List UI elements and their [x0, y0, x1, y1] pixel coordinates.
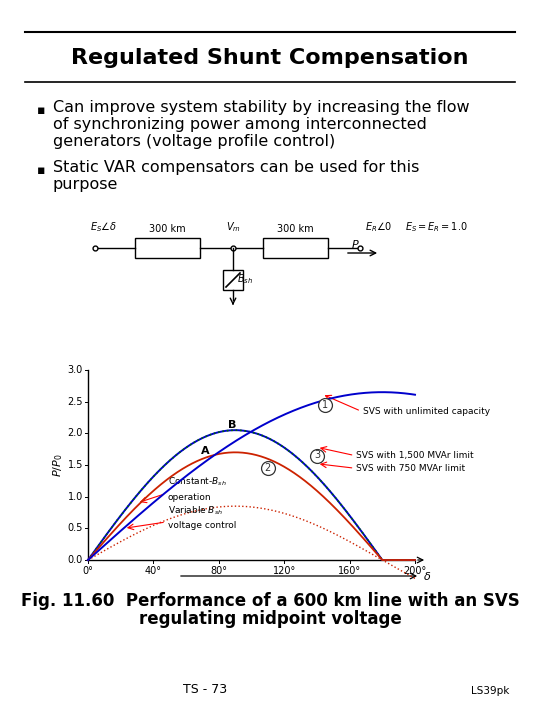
Text: 0°: 0° [83, 566, 93, 576]
Text: $E_S=E_R=1.0$: $E_S=E_R=1.0$ [405, 220, 468, 234]
Text: SVS with 750 MVAr limit: SVS with 750 MVAr limit [356, 464, 465, 472]
Text: 3: 3 [314, 451, 320, 461]
Text: 300 km: 300 km [277, 224, 314, 234]
Text: $P$: $P$ [350, 238, 359, 250]
Text: B: B [228, 420, 236, 430]
Text: $E_R\angle 0$: $E_R\angle 0$ [365, 220, 393, 234]
Text: 120°: 120° [273, 566, 296, 576]
Text: SVS with 1,500 MVAr limit: SVS with 1,500 MVAr limit [356, 451, 474, 460]
Text: regulating midpoint voltage: regulating midpoint voltage [139, 610, 401, 628]
Text: TS - 73: TS - 73 [183, 683, 227, 696]
Text: of synchronizing power among interconnected: of synchronizing power among interconnec… [53, 117, 427, 132]
Text: 2.5: 2.5 [68, 397, 83, 407]
Text: A: A [201, 446, 210, 456]
Bar [223, 270, 243, 290]
Text: 1.0: 1.0 [68, 492, 83, 502]
Text: 2: 2 [265, 463, 271, 473]
Text: Constant-$B_{sh}$: Constant-$B_{sh}$ [168, 476, 227, 488]
Text: 1: 1 [322, 400, 328, 410]
Text: 1.5: 1.5 [68, 460, 83, 470]
Text: $V_m$: $V_m$ [226, 220, 240, 234]
Text: LS39pk: LS39pk [471, 686, 509, 696]
Text: 0.0: 0.0 [68, 555, 83, 565]
Text: $B_{sh}$: $B_{sh}$ [237, 272, 253, 286]
Text: voltage control: voltage control [168, 521, 237, 530]
Text: 160°: 160° [338, 566, 361, 576]
Text: ▪: ▪ [37, 164, 45, 177]
Text: Regulated Shunt Compensation: Regulated Shunt Compensation [71, 48, 469, 68]
Bar [263, 238, 328, 258]
Text: purpose: purpose [53, 177, 118, 192]
Bar [135, 238, 200, 258]
Text: Variable $B_{sh}$: Variable $B_{sh}$ [168, 505, 223, 517]
Text: 3.0: 3.0 [68, 365, 83, 375]
Text: 0.5: 0.5 [68, 523, 83, 534]
Text: Static VAR compensators can be used for this: Static VAR compensators can be used for … [53, 160, 420, 175]
Text: 80°: 80° [210, 566, 227, 576]
Text: 300 km: 300 km [149, 224, 186, 234]
Text: 2.0: 2.0 [68, 428, 83, 438]
Text: 200°: 200° [403, 566, 427, 576]
Text: generators (voltage profile control): generators (voltage profile control) [53, 134, 335, 149]
Text: $E_S\angle\delta$: $E_S\angle\delta$ [90, 220, 117, 234]
Text: operation: operation [168, 492, 212, 502]
Text: $\delta$: $\delta$ [423, 570, 431, 582]
Text: Can improve system stability by increasing the flow: Can improve system stability by increasi… [53, 100, 470, 115]
Text: 40°: 40° [145, 566, 162, 576]
Text: ▪: ▪ [37, 104, 45, 117]
Text: SVS with unlimited capacity: SVS with unlimited capacity [363, 407, 490, 415]
Text: Fig. 11.60  Performance of a 600 km line with an SVS: Fig. 11.60 Performance of a 600 km line … [21, 592, 519, 610]
Text: $P/P_0$: $P/P_0$ [51, 453, 65, 477]
